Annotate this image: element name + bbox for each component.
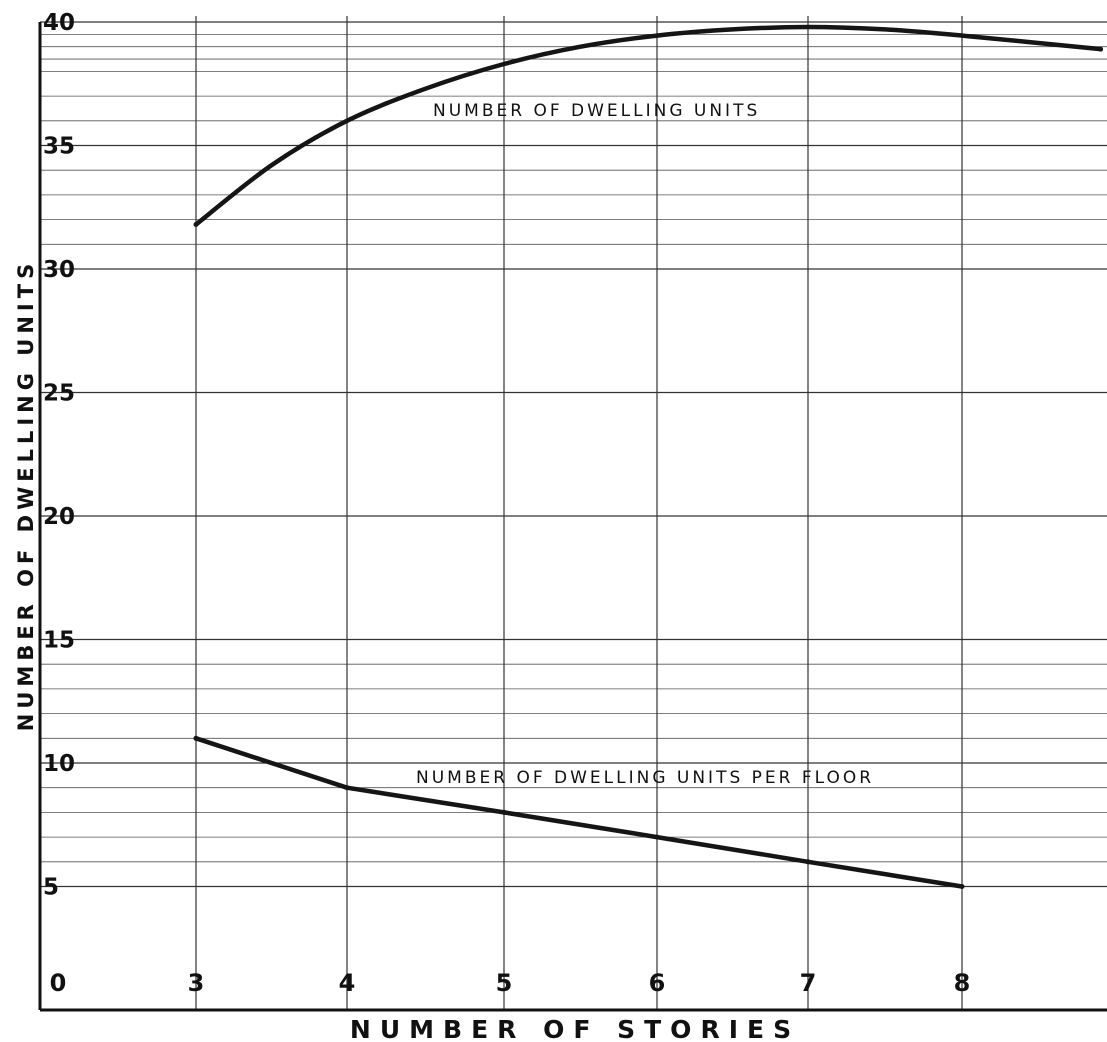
annotation-units-per-floor: NUMBER OF DWELLING UNITS PER FLOOR	[416, 768, 874, 788]
y-tick-label: 15	[43, 628, 75, 654]
x-tick-label: 8	[954, 969, 971, 997]
series-line-units-per-floor	[193, 736, 965, 889]
x-tick-label: 0	[50, 969, 67, 997]
x-axis-label: NUMBER OF STORIES	[350, 1015, 800, 1042]
grid	[40, 16, 1107, 1010]
data-point	[501, 809, 507, 815]
y-tick-label: 20	[43, 504, 75, 530]
x-tick-labels: 0 3 4 5 6 7 8	[50, 969, 971, 997]
data-point	[344, 785, 350, 791]
data-point	[959, 884, 965, 889]
y-tick-label: 5	[43, 875, 59, 901]
data-point	[805, 859, 811, 865]
data-point	[193, 222, 199, 228]
y-tick-label: 35	[43, 134, 75, 160]
y-tick-label: 30	[43, 257, 75, 283]
x-tick-label: 4	[339, 969, 356, 997]
data-point	[193, 735, 199, 741]
y-tick-label: 25	[43, 381, 75, 407]
data-point	[1098, 46, 1104, 52]
x-tick-label: 7	[800, 969, 817, 997]
y-tick-label: 10	[43, 751, 75, 777]
y-tick-labels: 5 10 15 20 25 30 35 40	[43, 10, 75, 901]
axes	[38, 22, 1107, 1012]
y-axis-label: NUMBER OF DWELLING UNITS	[14, 259, 38, 731]
series-line-dwelling-units	[193, 24, 1103, 227]
x-tick-label: 3	[188, 969, 205, 997]
data-point	[654, 834, 660, 840]
annotation-total-units: NUMBER OF DWELLING UNITS	[433, 101, 760, 121]
x-tick-label: 5	[496, 969, 513, 997]
x-tick-label: 6	[649, 969, 666, 997]
series-group	[193, 24, 1104, 889]
y-tick-label: 40	[43, 10, 75, 36]
